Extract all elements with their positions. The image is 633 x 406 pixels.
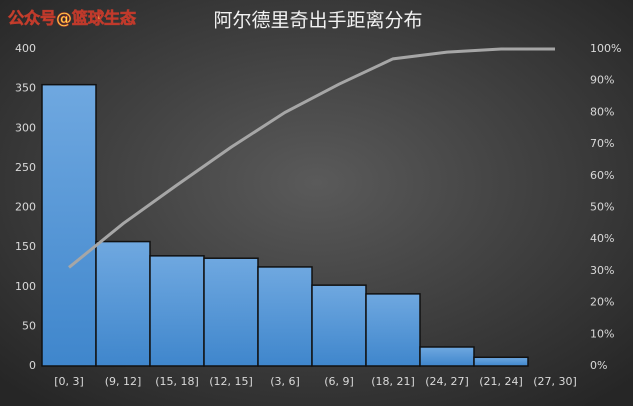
y2-tick-label: 40% [590, 232, 614, 245]
y2-tick-label: 30% [590, 264, 614, 277]
x-tick-label: (27, 30] [533, 375, 577, 388]
y-tick-label: 200 [15, 201, 36, 214]
bar [419, 346, 475, 367]
y2-tick-label: 20% [590, 296, 614, 309]
cumulative-line [68, 47, 555, 269]
chart-title: 阿尔德里奇出手距离分布 [213, 10, 422, 32]
y2-tick-label: 90% [590, 74, 614, 87]
x-tick-label: [0, 3] [54, 375, 84, 388]
bar [149, 255, 205, 367]
y-tick-label: 400 [15, 42, 36, 55]
bar [95, 240, 151, 367]
y2-tick-label: 70% [590, 137, 614, 150]
y2-tick-label: 60% [590, 169, 614, 182]
bar [365, 293, 421, 367]
x-tick-label: (9, 12] [105, 375, 142, 388]
y2-tick-label: 100% [590, 42, 621, 55]
x-tick-label: (3, 6] [270, 375, 300, 388]
bar [311, 284, 367, 367]
bar [473, 356, 529, 367]
y-tick-label: 250 [15, 161, 36, 174]
y-tick-label: 300 [15, 121, 36, 134]
y-tick-label: 0 [29, 359, 36, 372]
x-tick-label: (6, 9] [324, 375, 354, 388]
y2-tick-label: 0% [590, 359, 607, 372]
bar [257, 266, 313, 367]
y-tick-label: 350 [15, 82, 36, 95]
y2-tick-label: 50% [590, 201, 614, 214]
watermark: 公众号@篮球生态 [8, 9, 136, 28]
y-tick-label: 50 [22, 319, 36, 332]
x-tick-label: (18, 21] [371, 375, 415, 388]
x-tick-label: (21, 24] [479, 375, 523, 388]
x-tick-label: (24, 27] [425, 375, 469, 388]
x-tick-label: (15, 18] [155, 375, 199, 388]
x-tick-label: (12, 15] [209, 375, 253, 388]
y-tick-label: 100 [15, 280, 36, 293]
y2-tick-label: 80% [590, 105, 614, 118]
bar [41, 83, 97, 367]
y-tick-label: 150 [15, 240, 36, 253]
bar [203, 257, 259, 367]
y2-tick-label: 10% [590, 327, 614, 340]
